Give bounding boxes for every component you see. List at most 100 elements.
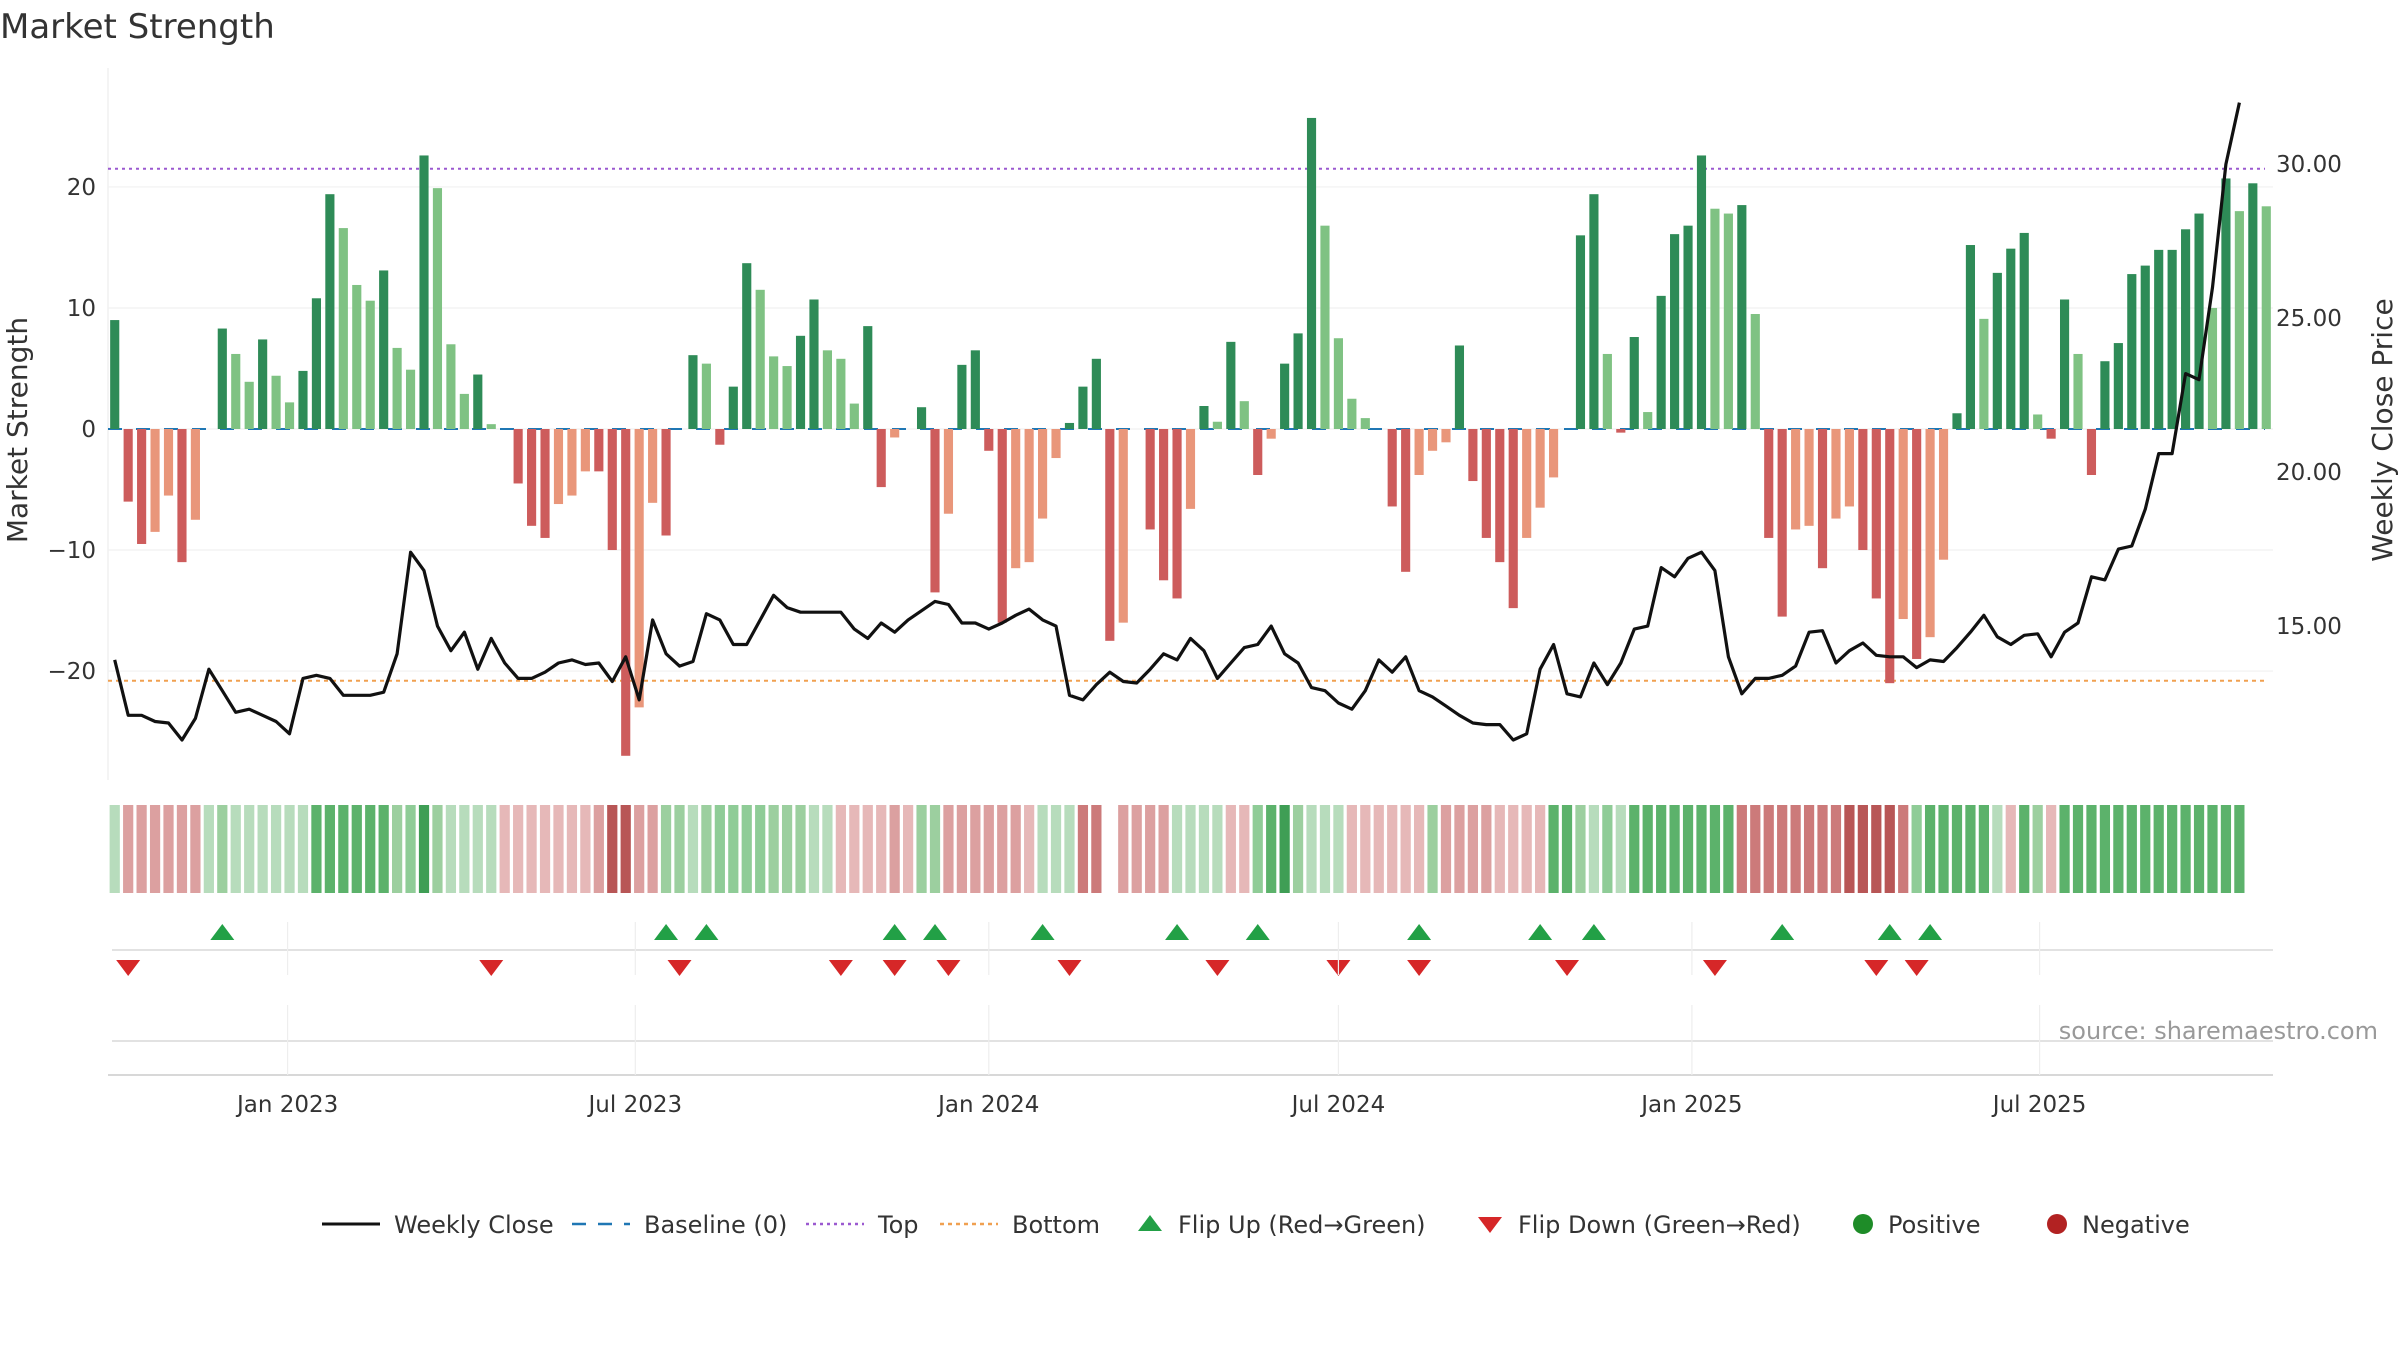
strip-cell [1656, 805, 1667, 893]
legend-swatch [1478, 1217, 1502, 1233]
strength-bar [1764, 429, 1774, 538]
strip-cell [378, 805, 389, 893]
strip-cell [1387, 805, 1398, 893]
strip-cell [1602, 805, 1613, 893]
strip-cell [1629, 805, 1640, 893]
strength-bar [1468, 429, 1478, 482]
strip-cell [445, 805, 457, 893]
strip-cell [1938, 805, 1949, 893]
strip-cell [916, 805, 927, 893]
strength-bar [217, 328, 227, 429]
right-y-axis-ticks: 30.00 25.00 20.00 15.00 [2276, 152, 2342, 640]
strength-bar [607, 429, 617, 551]
strength-bar [2100, 361, 2110, 429]
strength-bar [244, 381, 254, 429]
x-tick-label: Jul 2023 [587, 1092, 683, 1118]
strip-cell [2032, 805, 2043, 893]
strength-bar [1575, 235, 1586, 429]
strip-cell [687, 805, 699, 893]
strip-cell [418, 805, 430, 893]
strip-cell [472, 805, 483, 893]
strength-bar [755, 289, 765, 429]
strip-cell [392, 805, 403, 893]
strength-bar [1320, 225, 1330, 429]
strip-cell [2099, 805, 2111, 893]
flip-markers [112, 924, 2273, 1042]
strip-cell [1481, 805, 1492, 893]
strip-cell [1521, 805, 1532, 893]
strength-bar [1011, 429, 1021, 569]
strip-cell [2193, 805, 2205, 893]
strength-bar [1602, 353, 1612, 429]
legend-label: Baseline (0) [644, 1211, 787, 1239]
strength-bar [1965, 245, 1976, 429]
strength-bar [1239, 401, 1249, 429]
strength-bar [997, 429, 1007, 623]
strength-bar [1091, 358, 1101, 429]
strength-bar [1427, 429, 1438, 451]
strip-cell [217, 805, 228, 893]
strip-cell [109, 805, 120, 893]
strip-cell [244, 805, 255, 893]
strip-cell [1024, 805, 1035, 893]
strip-cell [741, 805, 752, 893]
strip-cell [1400, 805, 1411, 893]
flip-down-marker [936, 960, 961, 976]
strength-bar [1199, 406, 1209, 429]
strength-bar [1589, 194, 1599, 429]
strength-bar [1333, 338, 1343, 429]
strip-cell [1884, 805, 1895, 893]
strength-bar [2167, 249, 2177, 429]
strength-bar [163, 429, 174, 496]
strip-cell [1777, 805, 1788, 893]
strength-bar [1938, 429, 1949, 560]
strength-bar [1643, 412, 1653, 429]
strength-bar [2234, 211, 2244, 429]
strip-cell [2072, 805, 2084, 893]
strip-cell [983, 805, 994, 893]
strip-cell [1857, 805, 1868, 893]
strip-cell [2220, 805, 2232, 893]
x-tick-label: Jul 2024 [1290, 1092, 1386, 1118]
flip-up-marker [1165, 924, 1190, 940]
strip-cell [203, 805, 214, 893]
strip-cell [163, 805, 174, 893]
strength-bar [957, 364, 967, 429]
strength-bar [1280, 363, 1290, 429]
strip-cell [1615, 805, 1626, 893]
strip-cell [634, 805, 645, 893]
strength-bar [459, 393, 469, 429]
strip-cell [620, 805, 631, 893]
strength-bar [688, 355, 698, 429]
left-y-axis-ticks: 20 10 0 −10 −20 [47, 175, 96, 685]
strength-bar [1737, 205, 1747, 429]
strip-cell [526, 805, 537, 893]
strip-cell [539, 805, 551, 893]
flip-down-marker [1205, 960, 1230, 976]
strength-bar [1616, 429, 1626, 433]
strength-bar [311, 298, 322, 429]
flip-up-marker [882, 924, 907, 940]
strip-cell [1104, 805, 1115, 893]
strip-cell [593, 805, 604, 893]
strength-bar [1549, 429, 1559, 478]
strip-cell [1306, 805, 1317, 893]
strength-bar [2086, 429, 2097, 475]
strength-bar [2140, 265, 2150, 429]
strip-cell [1091, 805, 1102, 893]
strip-cell [1978, 805, 1989, 893]
strip-cell [1817, 805, 1828, 893]
strength-bar [2154, 249, 2164, 429]
strip-cell [714, 805, 725, 893]
legend: Weekly Close Baseline (0) Top Bottom Flip Up… [322, 1211, 2190, 1239]
strength-bar [379, 270, 389, 429]
strip-cell [728, 805, 739, 893]
grid-lines [107, 68, 2273, 780]
strength-bar [1791, 429, 1801, 530]
x-axis: Jan 2023 Jul 2023 Jan 2024 Jul 2024 Jan 2025… [108, 922, 2273, 1118]
flip-down-marker [1057, 960, 1082, 976]
legend-item: Top [806, 1211, 919, 1239]
strength-bar [1253, 429, 1263, 475]
legend-item: Weekly Close [322, 1211, 554, 1239]
strength-bar [580, 429, 590, 472]
